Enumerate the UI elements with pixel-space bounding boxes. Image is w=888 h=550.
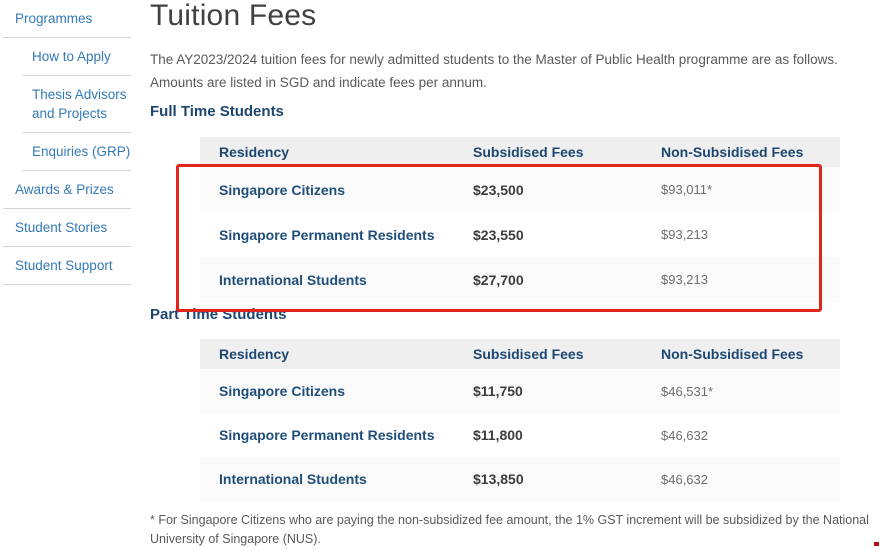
residency-cell: Singapore Permanent Residents: [219, 427, 435, 443]
sidebar-divider: [3, 284, 131, 285]
non-subsidised-fee-cell: $46,632: [661, 427, 708, 443]
table-header-row: Residency Subsidised Fees Non-Subsidised…: [200, 339, 840, 369]
table-row: International Students $13,850 $46,632: [200, 457, 840, 501]
subsidised-fee-cell: $11,750: [473, 383, 523, 399]
sidebar-item-label[interactable]: Thesis Advisors and Projects: [32, 87, 127, 121]
column-header-subsidised-fees: Subsidised Fees: [473, 346, 584, 362]
sidebar-item-enquiries-grp[interactable]: Enquiries (GRP): [0, 133, 138, 170]
non-subsidised-fee-cell: $93,213: [661, 227, 708, 242]
non-subsidised-fee-cell: $46,531*: [661, 383, 714, 399]
sidebar-item-thesis-advisors-and-projects[interactable]: Thesis Advisors and Projects: [0, 76, 138, 132]
sidebar-item-awards-and-prizes[interactable]: Awards & Prizes: [0, 171, 138, 208]
column-header-non-subsidised-fees: Non-Subsidised Fees: [661, 346, 804, 362]
table-row: Singapore Permanent Residents $11,800 $4…: [200, 413, 840, 457]
table-row: Singapore Citizens $23,500 $93,011*: [200, 167, 840, 212]
residency-cell: Singapore Citizens: [219, 181, 346, 198]
subsidised-fee-cell: $23,500: [473, 181, 524, 198]
sidebar-divider: [22, 170, 131, 171]
sidebar-divider: [3, 37, 131, 38]
non-subsidised-fee-cell: $93,213: [661, 272, 708, 287]
annotation-mark: [874, 542, 879, 546]
part-time-fees-table: Residency Subsidised Fees Non-Subsidised…: [200, 339, 840, 501]
subsidised-fee-cell: $27,700: [473, 271, 524, 288]
main-content: Tuition Fees The AY2023/2024 tuition fee…: [150, 0, 888, 549]
table-row: International Students $27,700 $93,213: [200, 257, 840, 302]
table-header-row: Residency Subsidised Fees Non-Subsidised…: [200, 137, 840, 167]
column-header-residency: Residency: [219, 144, 290, 160]
sidebar-item-label[interactable]: Programmes: [15, 11, 93, 26]
section-heading-full-time: Full Time Students: [150, 103, 284, 120]
column-header-residency: Residency: [219, 346, 290, 362]
intro-paragraph: The AY2023/2024 tuition fees for newly a…: [150, 52, 838, 90]
subsidised-fee-cell: $11,800: [473, 427, 523, 443]
sidebar-item-programmes[interactable]: Programmes: [0, 0, 138, 37]
sidebar-divider: [22, 132, 131, 133]
table-row: Singapore Citizens $11,750 $46,531*: [200, 369, 840, 413]
sidebar-nav: Programmes How to Apply Thesis Advisors …: [0, 0, 138, 285]
subsidised-fee-cell: $13,850: [473, 471, 524, 487]
full-time-fees-table: Residency Subsidised Fees Non-Subsidised…: [200, 137, 840, 302]
sidebar-item-label[interactable]: Awards & Prizes: [15, 182, 114, 197]
residency-cell: Singapore Permanent Residents: [219, 226, 435, 243]
sidebar-item-how-to-apply[interactable]: How to Apply: [0, 38, 138, 75]
sidebar-divider: [3, 208, 131, 209]
column-header-subsidised-fees: Subsidised Fees: [473, 144, 584, 160]
table-row: Singapore Permanent Residents $23,550 $9…: [200, 212, 840, 257]
residency-cell: International Students: [219, 471, 367, 487]
section-heading-part-time: Part Time Students: [150, 306, 287, 323]
sidebar-item-label[interactable]: Student Stories: [15, 220, 108, 235]
sidebar-divider: [3, 246, 131, 247]
sidebar-item-student-stories[interactable]: Student Stories: [0, 209, 138, 246]
page-title: Tuition Fees: [150, 0, 317, 32]
subsidised-fee-cell: $23,550: [473, 226, 524, 243]
residency-cell: International Students: [219, 271, 367, 288]
non-subsidised-fee-cell: $93,011*: [661, 182, 713, 197]
residency-cell: Singapore Citizens: [219, 383, 346, 399]
sidebar-item-label[interactable]: How to Apply: [32, 49, 111, 64]
column-header-non-subsidised-fees: Non-Subsidised Fees: [661, 144, 804, 160]
sidebar-item-label[interactable]: Student Support: [15, 258, 113, 273]
non-subsidised-fee-cell: $46,632: [661, 471, 708, 487]
gst-footnote: * For Singapore Citizens who are paying …: [150, 513, 869, 546]
sidebar-item-student-support[interactable]: Student Support: [0, 247, 138, 284]
sidebar-item-label[interactable]: Enquiries (GRP): [32, 144, 131, 159]
sidebar-divider: [22, 75, 131, 76]
